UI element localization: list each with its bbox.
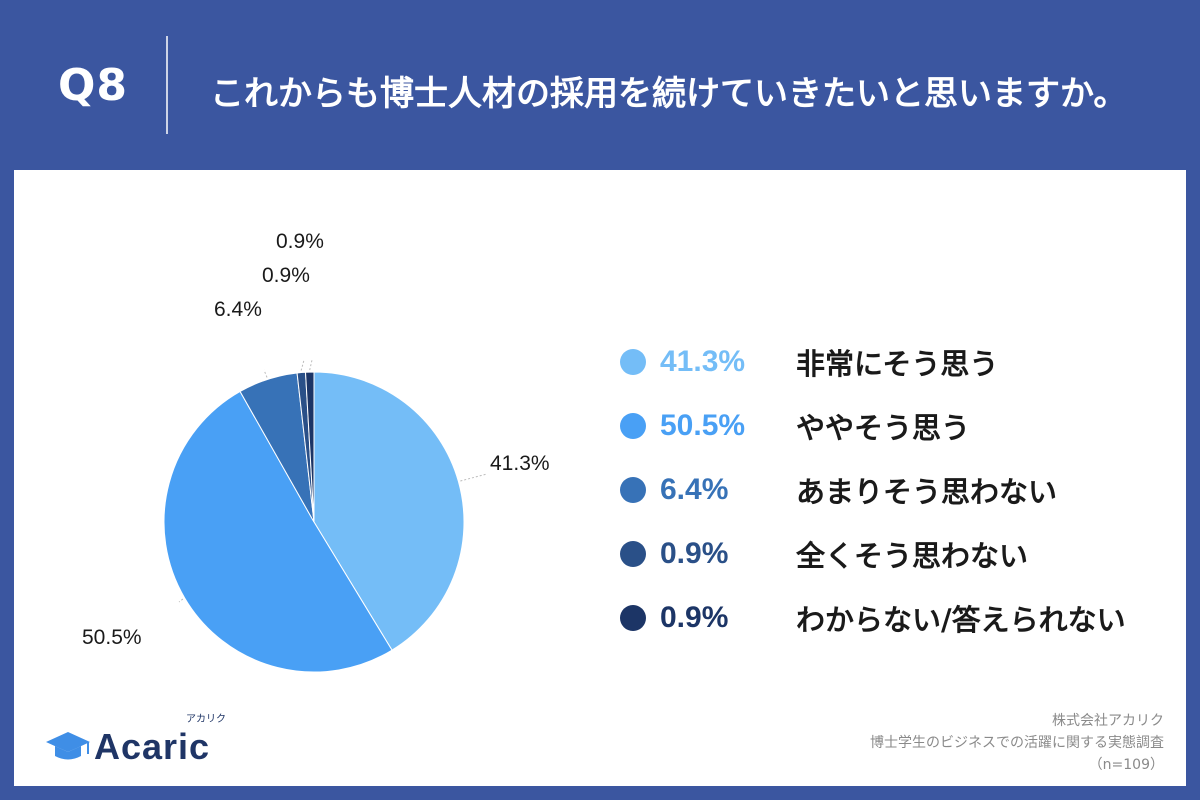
legend-item: 6.4% あまりそう思わない: [620, 458, 1180, 522]
question-number: Q8: [58, 60, 129, 111]
credits: 株式会社アカリク 博士学生のビジネスでの活躍に関する実態調査 （n=109）: [870, 710, 1164, 776]
logo-text: Acaric: [94, 726, 211, 767]
header: Q8 これからも博士人材の採用を続けていきたいと思いますか。: [0, 0, 1200, 170]
leader-line: [460, 473, 488, 482]
legend: 41.3% 非常にそう思う 50.5% ややそう思う 6.4% あまりそう思わない 0.9%…: [620, 330, 1180, 650]
leader-line: [309, 359, 313, 371]
acaric-logo: アカリク Acaric: [44, 714, 244, 770]
legend-item: 41.3% 非常にそう思う: [620, 330, 1180, 394]
legend-percentage: 0.9%: [660, 601, 729, 634]
slice-label: 41.3%: [490, 452, 550, 475]
legend-label: わからない/答えられない: [796, 603, 1126, 637]
header-divider: [166, 36, 168, 134]
legend-label: 非常にそう思う: [796, 347, 999, 381]
legend-percentage: 41.3%: [660, 345, 746, 378]
legend-label: あまりそう思わない: [796, 475, 1058, 509]
legend-percentage: 50.5%: [660, 409, 746, 442]
legend-item: 0.9% わからない/答えられない: [620, 586, 1180, 650]
legend-swatch: [620, 413, 646, 439]
logo-kana: アカリク: [186, 714, 226, 725]
slice-label: 0.9%: [262, 264, 310, 287]
graduation-cap-icon: [46, 732, 90, 760]
slice-label: 50.5%: [82, 626, 142, 649]
legend-item: 50.5% ややそう思う: [620, 394, 1180, 458]
pie-slice: [163, 390, 393, 673]
chart-card: 41.3% 50.5% 6.4% 0.9% 0.9% 41.3% 非常にそう思う 50.5%…: [14, 170, 1186, 786]
legend-swatch: [620, 477, 646, 503]
credit-sample: （n=109）: [1088, 757, 1164, 773]
credit-company: 株式会社アカリク: [1052, 713, 1164, 729]
legend-item: 0.9% 全くそう思わない: [620, 522, 1180, 586]
legend-label: ややそう思う: [796, 411, 971, 445]
slice-label: 6.4%: [214, 298, 262, 321]
question-title: これからも博士人材の採用を続けていきたいと思いますか。: [210, 74, 1128, 114]
legend-swatch: [620, 541, 646, 567]
legend-percentage: 6.4%: [660, 473, 729, 506]
credit-survey: 博士学生のビジネスでの活躍に関する実態調査: [870, 735, 1164, 751]
pie-slice: [304, 371, 315, 523]
pie-chart: 41.3%50.5%6.4%0.9%0.9%: [82, 230, 550, 673]
leader-line: [178, 598, 184, 603]
leader-line: [263, 369, 268, 378]
legend-swatch: [620, 349, 646, 375]
legend-label: 全くそう思わない: [796, 539, 1029, 573]
legend-swatch: [620, 605, 646, 631]
slice-label: 0.9%: [276, 230, 324, 253]
leader-line: [300, 359, 305, 371]
pie-slice: [313, 371, 465, 651]
legend-percentage: 0.9%: [660, 537, 729, 570]
